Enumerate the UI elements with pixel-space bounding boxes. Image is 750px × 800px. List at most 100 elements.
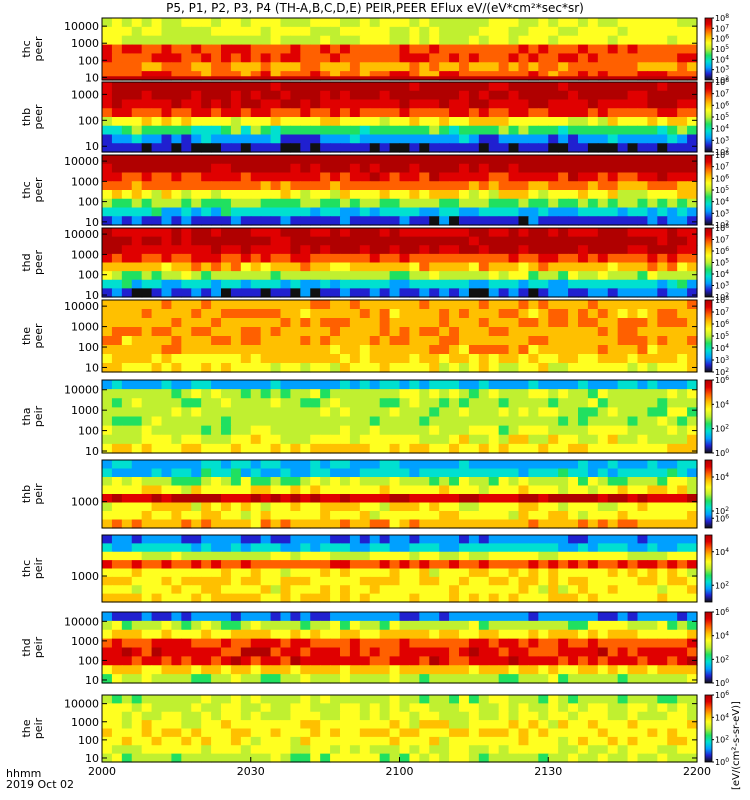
heatmap-cell [191, 736, 202, 746]
heatmap-cell [369, 551, 381, 561]
heatmap-cell [627, 354, 639, 364]
heatmap-cell [528, 181, 539, 191]
heatmap-cell [230, 62, 242, 72]
heatmap-cell [617, 568, 629, 578]
heatmap-cell [568, 612, 579, 622]
heatmap-cell [439, 656, 450, 666]
heatmap-cell [498, 245, 510, 255]
heatmap-cell [617, 172, 629, 182]
heatmap-cell [558, 18, 569, 28]
heatmap-cell [131, 695, 143, 704]
heatmap-cell [587, 407, 599, 418]
heatmap-cell [627, 398, 639, 408]
heatmap-cell [498, 236, 510, 246]
heatmap-cell [687, 44, 698, 55]
heatmap-cell [667, 711, 678, 721]
heatmap-cell [310, 753, 321, 763]
heatmap-cell [102, 207, 113, 217]
heatmap-cell [359, 99, 371, 109]
heatmap-cell [221, 443, 232, 454]
heatmap-cell [578, 18, 589, 28]
heatmap-cell [389, 593, 401, 603]
heatmap-cell [102, 568, 113, 578]
heatmap-cell [568, 99, 579, 109]
heatmap-cell [607, 560, 619, 570]
heatmap-cell [300, 216, 311, 226]
heatmap-cell [310, 327, 321, 337]
heatmap-cell [528, 26, 539, 37]
heatmap-cell [111, 318, 123, 328]
heatmap-cell [468, 99, 480, 109]
heatmap-cell [270, 327, 282, 337]
heatmap-cell [528, 271, 539, 281]
heatmap-cell [459, 354, 470, 364]
heatmap-cell [657, 125, 668, 136]
heatmap-cell [488, 190, 500, 200]
heatmap-cell [429, 53, 440, 63]
heatmap-cell [518, 143, 530, 153]
heatmap-cell [181, 44, 192, 55]
heatmap-cell [548, 117, 559, 127]
heatmap-cell [191, 711, 202, 721]
heatmap-cell [320, 117, 331, 127]
heatmap-cell [459, 736, 470, 746]
heatmap-cell [459, 318, 470, 328]
panel-ylabel: thb peer [20, 104, 45, 130]
heatmap-cell [528, 736, 539, 746]
heatmap-cell [637, 568, 649, 578]
heatmap-cell [597, 585, 609, 595]
heatmap-cell [102, 253, 113, 264]
heatmap-cell [240, 207, 252, 217]
heatmap-cell [607, 82, 619, 92]
heatmap-cell [419, 443, 430, 454]
heatmap-cell [191, 18, 202, 28]
heatmap-cell [191, 576, 202, 586]
heatmap-cell [141, 216, 153, 226]
heatmap-cell [300, 245, 311, 255]
heatmap-cell [102, 736, 113, 746]
heatmap-cell [131, 279, 143, 289]
heatmap-cell [578, 485, 589, 495]
heatmap-cell [131, 99, 143, 109]
heatmap-cell [488, 434, 500, 445]
heatmap-cell [538, 477, 549, 487]
heatmap-cell [518, 327, 530, 337]
heatmap-cell [111, 443, 123, 454]
heatmap-cell [171, 460, 182, 470]
heatmap-cell [191, 309, 202, 319]
heatmap-cell [419, 695, 430, 704]
heatmap-cell [419, 543, 430, 553]
heatmap-cell [369, 190, 381, 200]
heatmap-cell [131, 18, 143, 28]
heatmap-cell [221, 108, 232, 118]
heatmap-cell [468, 18, 480, 28]
heatmap-cell [439, 443, 450, 454]
heatmap-cell [240, 511, 252, 521]
heatmap-cell [369, 511, 381, 521]
heatmap-cell [399, 309, 411, 319]
heatmap-cell [409, 262, 420, 272]
heatmap-cell [290, 198, 301, 209]
heatmap-cell [429, 300, 440, 310]
heatmap-cell [320, 18, 331, 28]
heatmap-cell [280, 163, 292, 174]
heatmap-cell [320, 543, 331, 553]
heatmap-cell [300, 629, 311, 640]
heatmap-cell [389, 485, 401, 495]
heatmap-cell [379, 612, 391, 622]
heatmap-cell [607, 434, 619, 445]
heatmap-cell [389, 745, 401, 755]
heatmap-cell [488, 300, 500, 310]
heatmap-cell [201, 207, 212, 217]
heatmap-cell [121, 434, 133, 445]
heatmap-cell [300, 535, 311, 544]
heatmap-cell [568, 318, 579, 328]
heatmap-cell [310, 288, 321, 298]
heatmap-cell [310, 262, 321, 272]
heatmap-cells [102, 380, 698, 454]
heatmap-cell [151, 363, 163, 373]
heatmap-cell [439, 551, 450, 561]
heatmap-cell [587, 745, 599, 755]
heatmap-cell [478, 71, 490, 81]
heatmap-cell [280, 71, 292, 81]
